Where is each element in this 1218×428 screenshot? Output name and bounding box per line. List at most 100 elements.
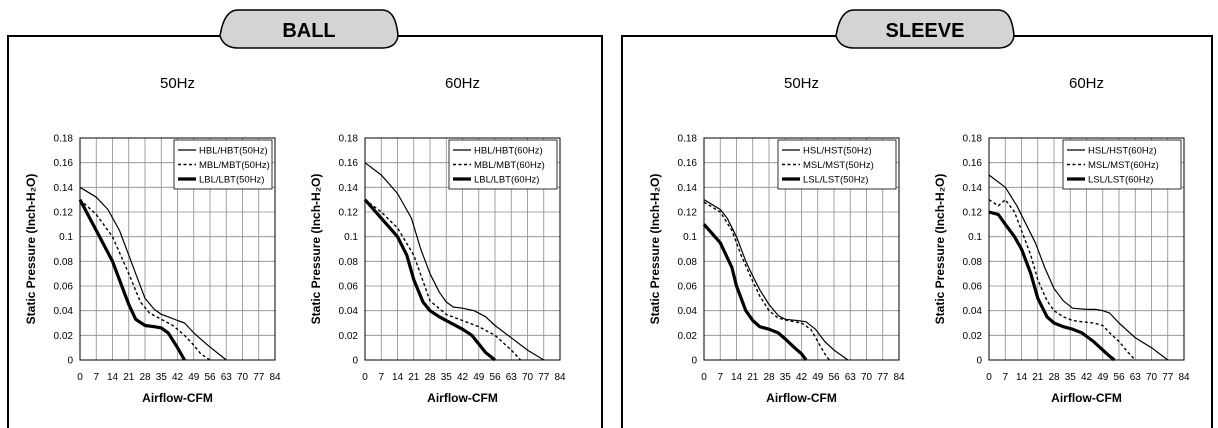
chart-title: 60Hz <box>445 75 480 92</box>
x-tick-label: 35 <box>1065 372 1077 383</box>
x-tick-label: 7 <box>93 372 99 383</box>
y-tick-label: 0 <box>67 356 73 367</box>
legend-label: LBL/LBT(60Hz) <box>474 175 539 186</box>
series-line-dashed <box>79 199 211 361</box>
legend-label: LSL/LST(60Hz) <box>1088 175 1153 186</box>
x-tick-label: 70 <box>861 372 873 383</box>
x-tick-label: 49 <box>188 372 200 383</box>
x-tick-label: 42 <box>796 372 808 383</box>
x-tick-label: 77 <box>1162 372 1174 383</box>
series-line-thin <box>364 162 545 361</box>
x-tick-label: 14 <box>1016 372 1028 383</box>
x-tick-label: 35 <box>780 372 792 383</box>
x-tick-label: 28 <box>1048 372 1060 383</box>
legend-label: MBL/MBT(60Hz) <box>474 160 545 171</box>
x-axis-label: Airflow-CFM <box>766 391 837 405</box>
x-tick-label: 84 <box>269 372 281 383</box>
x-tick-label: 70 <box>237 372 249 383</box>
plot-area <box>703 137 900 361</box>
x-tick-label: 63 <box>506 372 518 383</box>
x-tick-label: 49 <box>473 372 485 383</box>
y-tick-label: 0 <box>352 356 358 367</box>
y-tick-label: 0.06 <box>339 282 359 293</box>
y-tick-label: 0 <box>976 356 982 367</box>
legend-label: HSL/HST(60Hz) <box>1088 146 1157 157</box>
x-tick-label: 42 <box>172 372 184 383</box>
x-tick-label: 28 <box>424 372 436 383</box>
y-tick-label: 0.04 <box>339 306 359 317</box>
legend-label: LBL/LBT(50Hz) <box>199 175 264 186</box>
series-line-thin <box>703 199 849 361</box>
legend-label: LSL/LST(50Hz) <box>803 175 868 186</box>
sleeve-panel-frame <box>621 35 1213 428</box>
sleeve-panel: SLEEVE <box>621 9 1213 428</box>
y-tick-label: 0.04 <box>54 306 74 317</box>
y-tick-label: 0.08 <box>339 257 359 268</box>
ball-panel-frame <box>7 35 603 428</box>
x-tick-label: 14 <box>392 372 404 383</box>
legend-label: MBL/MBT(50Hz) <box>199 160 270 171</box>
x-tick-label: 84 <box>1178 372 1190 383</box>
chart-title: 50Hz <box>784 75 819 92</box>
y-tick-label: 0.18 <box>54 134 74 145</box>
y-tick-label: 0.1 <box>968 232 982 243</box>
chart-title: 60Hz <box>1069 75 1104 92</box>
y-tick-label: 0.14 <box>339 183 359 194</box>
x-tick-label: 84 <box>554 372 566 383</box>
legend-box <box>777 139 897 190</box>
legend-label: HBL/HBT(60Hz) <box>474 146 543 157</box>
x-tick-label: 77 <box>538 372 550 383</box>
y-tick-label: 0.02 <box>963 331 983 342</box>
series-line-thick <box>988 210 1116 362</box>
y-axis-label: Static Pressure (Inch-H₂O) <box>309 174 323 325</box>
x-tick-label: 7 <box>1002 372 1008 383</box>
x-tick-label: 35 <box>441 372 453 383</box>
x-tick-label: 63 <box>845 372 857 383</box>
y-tick-label: 0.18 <box>339 134 359 145</box>
x-tick-label: 14 <box>731 372 743 383</box>
sleeve-title: SLEEVE <box>886 20 965 42</box>
y-tick-label: 0.14 <box>678 183 698 194</box>
x-tick-label: 42 <box>1081 372 1093 383</box>
legend-label: HSL/HST(50Hz) <box>803 146 872 157</box>
sleeve-title-tab <box>835 9 1015 49</box>
ball-title-tab <box>219 9 399 49</box>
chart-title: 50Hz <box>160 75 195 92</box>
plot-area <box>364 137 561 361</box>
y-axis-label: Static Pressure (Inch-H₂O) <box>933 174 947 325</box>
series-line-dashed <box>703 201 830 361</box>
y-tick-label: 0.02 <box>339 331 359 342</box>
plot-area <box>988 137 1185 361</box>
y-tick-label: 0.08 <box>678 257 698 268</box>
x-tick-label: 56 <box>1113 372 1125 383</box>
y-tick-label: 0.06 <box>678 282 698 293</box>
y-tick-label: 0.1 <box>59 232 73 243</box>
y-tick-label: 0.06 <box>54 282 74 293</box>
series-line-thick <box>363 198 496 362</box>
series-line-thick <box>702 223 808 361</box>
legend-label: MSL/MST(50Hz) <box>803 160 874 171</box>
x-tick-label: 84 <box>893 372 905 383</box>
x-tick-label: 77 <box>253 372 265 383</box>
x-tick-label: 0 <box>77 372 83 383</box>
x-axis-label: Airflow-CFM <box>142 391 213 405</box>
x-tick-label: 0 <box>986 372 992 383</box>
y-tick-label: 0.1 <box>344 232 358 243</box>
series-line-thick <box>78 198 186 361</box>
x-tick-label: 28 <box>139 372 151 383</box>
x-tick-label: 77 <box>877 372 889 383</box>
y-tick-label: 0.14 <box>963 183 983 194</box>
legend: HSL/HST(60Hz) MSL/MST(60Hz) LSL/LST(60Hz) <box>1062 139 1182 190</box>
x-tick-label: 56 <box>204 372 216 383</box>
x-tick-label: 0 <box>701 372 707 383</box>
y-tick-label: 0.02 <box>54 331 74 342</box>
y-tick-label: 0.12 <box>678 208 698 219</box>
y-tick-label: 0.1 <box>683 232 697 243</box>
x-tick-label: 56 <box>828 372 840 383</box>
y-tick-label: 0.04 <box>678 306 698 317</box>
